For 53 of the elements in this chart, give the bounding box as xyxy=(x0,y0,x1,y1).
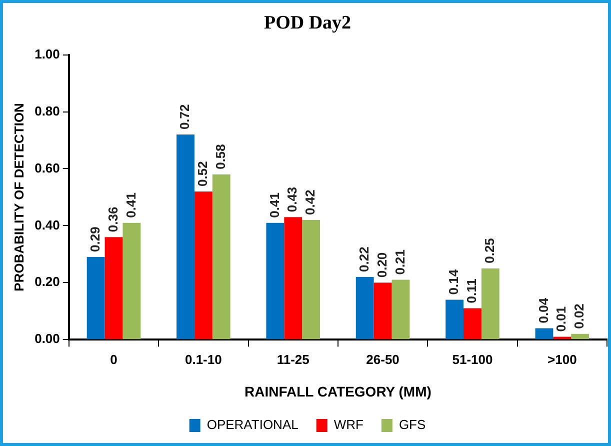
bar xyxy=(176,134,194,340)
y-axis-title: PROBABILITY OF DETECTION xyxy=(11,103,26,292)
bar xyxy=(464,308,482,340)
bar xyxy=(284,217,302,340)
data-label: 0.04 xyxy=(536,297,551,324)
x-tick-label: 11-25 xyxy=(276,352,310,367)
data-label: 0.41 xyxy=(266,192,282,218)
bar xyxy=(122,222,141,340)
data-label: 0.42 xyxy=(302,190,318,215)
bar xyxy=(356,276,374,340)
bar xyxy=(571,334,590,340)
data-label: 0.02 xyxy=(572,304,587,329)
x-axis-title: RAINFALL CATEGORY (MM) xyxy=(244,383,432,400)
data-label: 0.21 xyxy=(392,249,408,275)
y-tick-label: 0.20 xyxy=(34,274,60,290)
data-label: 0.29 xyxy=(87,226,102,252)
y-tick-label: 1.00 xyxy=(34,46,60,62)
bar xyxy=(446,300,464,340)
x-tick-label: 26-50 xyxy=(366,352,400,367)
data-label: 0.14 xyxy=(446,268,462,295)
data-label: 0.41 xyxy=(123,192,138,218)
data-label: 0.25 xyxy=(482,238,497,264)
bar xyxy=(535,328,554,340)
data-label: 0.43 xyxy=(284,186,300,212)
bar xyxy=(266,222,284,340)
bar xyxy=(374,282,392,340)
bar xyxy=(194,192,212,340)
bar xyxy=(302,220,320,340)
bar xyxy=(212,174,230,340)
data-label: 0.11 xyxy=(464,278,480,304)
data-label: 0.22 xyxy=(356,246,372,272)
bar xyxy=(392,280,410,340)
data-label: 0.20 xyxy=(374,252,390,278)
bar xyxy=(481,268,500,340)
bar xyxy=(86,257,105,340)
data-label: 0.36 xyxy=(105,206,120,232)
data-label: 0.72 xyxy=(177,104,192,130)
y-tick-label: 0.60 xyxy=(34,160,60,176)
y-tick-label: 0.80 xyxy=(34,103,60,118)
x-tick-label: 51-100 xyxy=(452,352,493,367)
data-label: 0.01 xyxy=(554,306,569,332)
legend-label: GFS xyxy=(398,417,426,432)
y-tick-label: 0.40 xyxy=(34,217,60,232)
legend-label: WRF xyxy=(334,417,364,432)
legend-label: OPERATIONAL xyxy=(206,417,298,432)
data-label: 0.52 xyxy=(195,161,210,187)
x-tick-label: 0 xyxy=(110,352,118,367)
x-tick-label: 0.1-10 xyxy=(184,352,222,367)
y-tick-label: 0.00 xyxy=(34,331,60,346)
chart-title: POD Day2 xyxy=(264,12,352,34)
data-label: 0.58 xyxy=(212,144,228,170)
x-tick-label: >100 xyxy=(548,352,577,367)
bar xyxy=(104,237,123,340)
